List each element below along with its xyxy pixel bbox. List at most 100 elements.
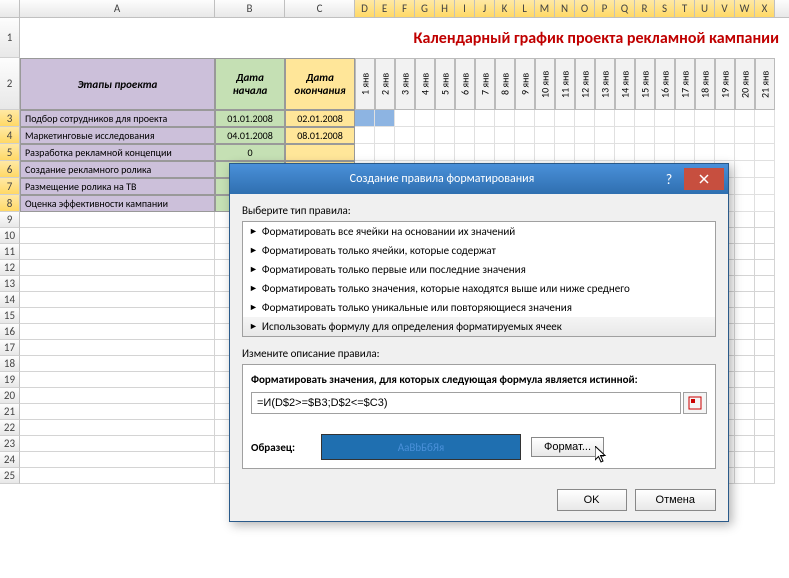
gantt-cell[interactable] bbox=[535, 110, 555, 127]
row-header-6[interactable]: 6 bbox=[0, 161, 20, 178]
ok-button[interactable]: OK bbox=[557, 489, 627, 511]
gantt-cell[interactable] bbox=[755, 178, 775, 195]
task-start-cell[interactable]: 0 bbox=[215, 144, 285, 161]
gantt-cell[interactable] bbox=[735, 195, 755, 212]
cell[interactable] bbox=[20, 436, 215, 452]
cell[interactable] bbox=[755, 372, 775, 388]
cell[interactable] bbox=[755, 340, 775, 356]
gantt-cell[interactable] bbox=[475, 127, 495, 144]
cell[interactable] bbox=[735, 468, 755, 484]
col-header-j[interactable]: J bbox=[475, 0, 495, 17]
cell[interactable] bbox=[755, 260, 775, 276]
formula-input[interactable] bbox=[251, 392, 681, 414]
row-header-4[interactable]: 4 bbox=[0, 127, 20, 144]
task-name-cell[interactable]: Оценка эффективности кампании bbox=[20, 195, 215, 212]
row-header-25[interactable]: 25 bbox=[0, 468, 20, 484]
gantt-cell[interactable] bbox=[735, 144, 755, 161]
gantt-cell[interactable] bbox=[515, 144, 535, 161]
date-header-8[interactable]: 9 янв bbox=[515, 58, 535, 110]
cell[interactable] bbox=[755, 324, 775, 340]
row-header-12[interactable]: 12 bbox=[0, 260, 20, 276]
date-header-15[interactable]: 16 янв bbox=[655, 58, 675, 110]
task-start-cell[interactable]: 04.01.2008 bbox=[215, 127, 285, 144]
cell[interactable] bbox=[20, 468, 215, 484]
cell[interactable] bbox=[755, 276, 775, 292]
gantt-cell[interactable] bbox=[395, 127, 415, 144]
row-header-23[interactable]: 23 bbox=[0, 436, 20, 452]
gantt-cell[interactable] bbox=[375, 127, 395, 144]
gantt-cell[interactable] bbox=[595, 110, 615, 127]
gantt-cell[interactable] bbox=[535, 144, 555, 161]
header-start-date[interactable]: Дата начала bbox=[215, 58, 285, 110]
gantt-cell[interactable] bbox=[595, 127, 615, 144]
cell[interactable] bbox=[755, 404, 775, 420]
cell[interactable] bbox=[735, 404, 755, 420]
cell[interactable] bbox=[735, 260, 755, 276]
gantt-cell[interactable] bbox=[675, 110, 695, 127]
task-start-cell[interactable]: 01.01.2008 bbox=[215, 110, 285, 127]
cell[interactable] bbox=[20, 372, 215, 388]
gantt-cell[interactable] bbox=[655, 127, 675, 144]
gantt-cell[interactable] bbox=[515, 127, 535, 144]
date-header-9[interactable]: 10 янв bbox=[535, 58, 555, 110]
cell[interactable] bbox=[20, 340, 215, 356]
gantt-cell[interactable] bbox=[415, 127, 435, 144]
date-header-18[interactable]: 19 янв bbox=[715, 58, 735, 110]
gantt-cell[interactable] bbox=[435, 127, 455, 144]
gantt-cell[interactable] bbox=[395, 144, 415, 161]
cell[interactable] bbox=[755, 244, 775, 260]
gantt-cell[interactable] bbox=[735, 110, 755, 127]
gantt-cell[interactable] bbox=[715, 110, 735, 127]
cell[interactable] bbox=[20, 292, 215, 308]
col-header-v[interactable]: V bbox=[715, 0, 735, 17]
cell[interactable] bbox=[735, 276, 755, 292]
date-header-6[interactable]: 7 янв bbox=[475, 58, 495, 110]
gantt-cell[interactable] bbox=[635, 127, 655, 144]
date-header-3[interactable]: 4 янв bbox=[415, 58, 435, 110]
gantt-cell[interactable] bbox=[755, 161, 775, 178]
gantt-cell[interactable] bbox=[495, 127, 515, 144]
date-header-5[interactable]: 6 янв bbox=[455, 58, 475, 110]
help-icon[interactable]: ? bbox=[654, 171, 684, 188]
gantt-cell[interactable] bbox=[715, 144, 735, 161]
gantt-cell[interactable] bbox=[675, 127, 695, 144]
cell[interactable] bbox=[735, 420, 755, 436]
rule-type-list[interactable]: ►Форматировать все ячейки на основании и… bbox=[242, 221, 716, 337]
col-header-b[interactable]: B bbox=[215, 0, 285, 17]
gantt-cell[interactable] bbox=[675, 144, 695, 161]
cell[interactable] bbox=[20, 212, 215, 228]
rule-option-4[interactable]: ►Форматировать только уникальные или пов… bbox=[243, 298, 715, 317]
col-header-e[interactable]: E bbox=[375, 0, 395, 17]
col-header-c[interactable]: C bbox=[285, 0, 355, 17]
cell[interactable] bbox=[755, 436, 775, 452]
cell[interactable] bbox=[20, 244, 215, 260]
col-header-m[interactable]: M bbox=[535, 0, 555, 17]
cell[interactable] bbox=[20, 228, 215, 244]
cell[interactable] bbox=[735, 356, 755, 372]
date-header-14[interactable]: 15 янв bbox=[635, 58, 655, 110]
date-header-2[interactable]: 3 янв bbox=[395, 58, 415, 110]
cell[interactable] bbox=[735, 308, 755, 324]
task-name-cell[interactable]: Размещение ролика на ТВ bbox=[20, 178, 215, 195]
select-all-corner[interactable] bbox=[0, 0, 20, 17]
rule-option-2[interactable]: ►Форматировать только первые или последн… bbox=[243, 260, 715, 279]
row-header-13[interactable]: 13 bbox=[0, 276, 20, 292]
task-name-cell[interactable]: Создание рекламного ролика bbox=[20, 161, 215, 178]
cell[interactable] bbox=[755, 292, 775, 308]
gantt-cell[interactable] bbox=[455, 127, 475, 144]
col-header-q[interactable]: Q bbox=[615, 0, 635, 17]
row-header-7[interactable]: 7 bbox=[0, 178, 20, 195]
cell[interactable] bbox=[755, 388, 775, 404]
cell[interactable] bbox=[20, 356, 215, 372]
rule-option-5[interactable]: ►Использовать формулу для определения фо… bbox=[243, 317, 715, 336]
rule-option-1[interactable]: ►Форматировать только ячейки, которые со… bbox=[243, 241, 715, 260]
range-selector-button[interactable] bbox=[683, 392, 707, 414]
row-header-18[interactable]: 18 bbox=[0, 356, 20, 372]
gantt-cell[interactable] bbox=[555, 110, 575, 127]
gantt-cell[interactable] bbox=[535, 127, 555, 144]
gantt-cell[interactable] bbox=[415, 144, 435, 161]
row-header-22[interactable]: 22 bbox=[0, 420, 20, 436]
date-header-13[interactable]: 14 янв bbox=[615, 58, 635, 110]
col-header-k[interactable]: K bbox=[495, 0, 515, 17]
row-header-20[interactable]: 20 bbox=[0, 388, 20, 404]
